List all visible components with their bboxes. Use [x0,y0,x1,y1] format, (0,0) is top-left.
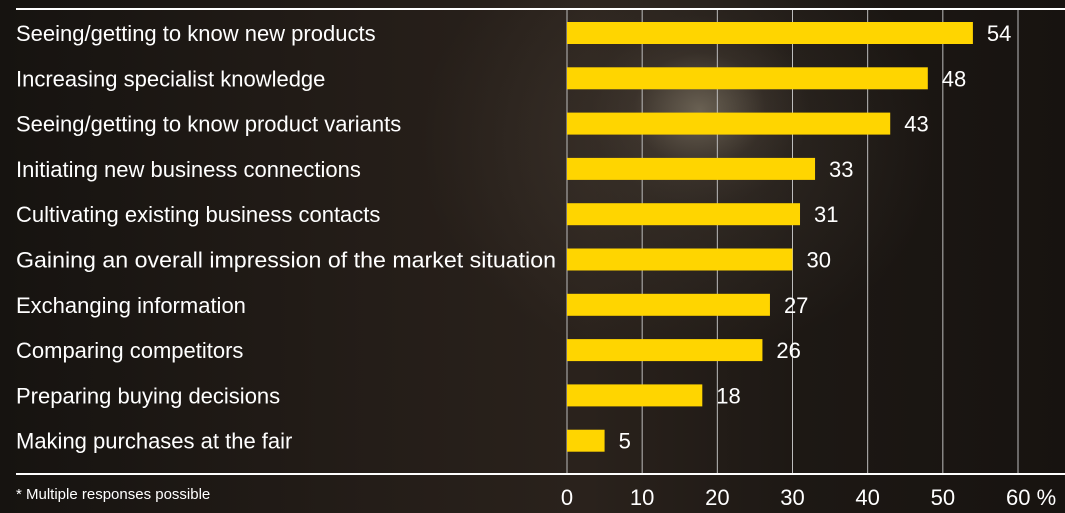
value-label: 43 [904,112,928,137]
x-tick-label: 0 [561,485,573,510]
value-label: 5 [619,429,631,454]
value-label: 18 [716,383,740,408]
bar [567,384,703,407]
category-label: Preparing buying decisions [16,383,280,408]
x-tick-label: 40 [855,485,879,510]
category-label: Increasing specialist knowledge [16,66,325,91]
footnote: * Multiple responses possible [16,486,211,503]
bar [567,339,763,362]
value-label: 54 [987,21,1011,46]
bar [567,22,973,44]
x-tick-label: 30 [780,485,804,510]
value-label: 27 [784,293,808,318]
bar [567,67,928,90]
x-tick-label: 20 [705,485,729,510]
bar [567,293,770,316]
bar [567,112,891,135]
category-label: Comparing competitors [16,338,243,363]
category-label: Cultivating existing business contacts [16,202,380,227]
category-label: Initiating new business connections [16,157,361,182]
x-tick-label: 50 [931,485,955,510]
value-label: 30 [807,248,831,273]
value-label: 31 [814,202,838,227]
bar [567,157,816,180]
bar [567,429,605,452]
category-label: Seeing/getting to know product variants [16,112,401,137]
category-label: Exchanging information [16,293,246,318]
category-label: Gaining an overall impression of the mar… [16,248,556,273]
value-label: 48 [942,66,966,91]
category-label: Seeing/getting to know new products [16,21,376,46]
value-label: 33 [829,157,853,182]
bar [567,203,801,226]
x-tick-label: 10 [630,485,654,510]
bar [567,248,793,271]
category-label: Making purchases at the fair [16,429,292,454]
x-tick-label: 60 % [1006,485,1056,510]
value-label: 26 [776,338,800,363]
